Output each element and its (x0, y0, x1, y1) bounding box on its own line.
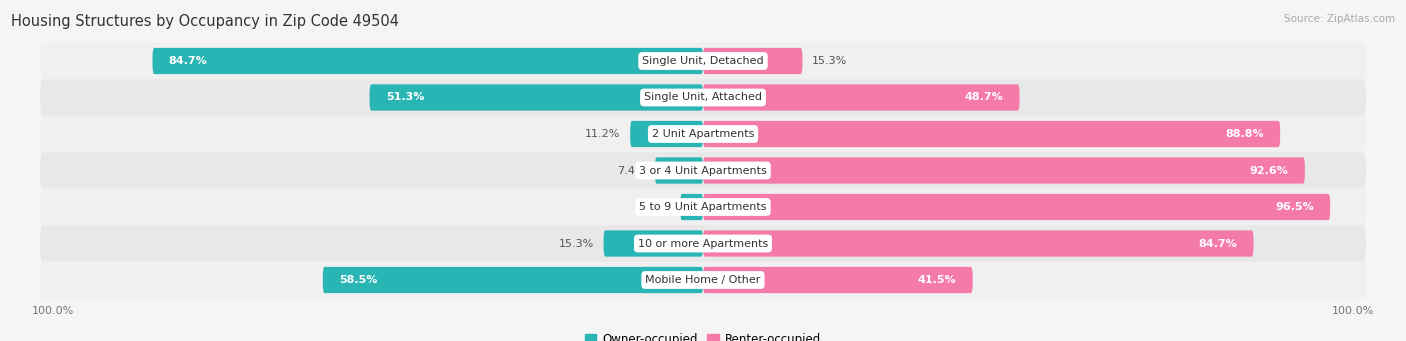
FancyBboxPatch shape (703, 121, 1279, 147)
Text: 48.7%: 48.7% (965, 92, 1004, 103)
Text: Housing Structures by Occupancy in Zip Code 49504: Housing Structures by Occupancy in Zip C… (11, 14, 399, 29)
Text: Single Unit, Attached: Single Unit, Attached (644, 92, 762, 103)
Legend: Owner-occupied, Renter-occupied: Owner-occupied, Renter-occupied (579, 329, 827, 341)
FancyBboxPatch shape (39, 152, 1367, 189)
Text: 84.7%: 84.7% (1198, 238, 1237, 249)
FancyBboxPatch shape (703, 48, 803, 74)
Text: 2 Unit Apartments: 2 Unit Apartments (652, 129, 754, 139)
FancyBboxPatch shape (39, 189, 1367, 225)
FancyBboxPatch shape (39, 262, 1367, 298)
FancyBboxPatch shape (630, 121, 703, 147)
Text: 15.3%: 15.3% (558, 238, 593, 249)
Text: 3 or 4 Unit Apartments: 3 or 4 Unit Apartments (640, 165, 766, 176)
Text: 88.8%: 88.8% (1225, 129, 1264, 139)
Text: 84.7%: 84.7% (169, 56, 208, 66)
FancyBboxPatch shape (323, 267, 703, 293)
Text: 96.5%: 96.5% (1275, 202, 1315, 212)
Text: 92.6%: 92.6% (1250, 165, 1288, 176)
Text: 5 to 9 Unit Apartments: 5 to 9 Unit Apartments (640, 202, 766, 212)
Text: 58.5%: 58.5% (339, 275, 377, 285)
Text: 3.5%: 3.5% (643, 202, 671, 212)
FancyBboxPatch shape (39, 43, 1367, 79)
FancyBboxPatch shape (703, 157, 1305, 184)
FancyBboxPatch shape (152, 48, 703, 74)
Text: 10 or more Apartments: 10 or more Apartments (638, 238, 768, 249)
FancyBboxPatch shape (703, 267, 973, 293)
FancyBboxPatch shape (39, 116, 1367, 152)
FancyBboxPatch shape (39, 225, 1367, 262)
FancyBboxPatch shape (703, 231, 1254, 257)
Text: 11.2%: 11.2% (585, 129, 620, 139)
Text: Source: ZipAtlas.com: Source: ZipAtlas.com (1284, 14, 1395, 24)
Text: 51.3%: 51.3% (385, 92, 425, 103)
FancyBboxPatch shape (655, 157, 703, 184)
Text: Mobile Home / Other: Mobile Home / Other (645, 275, 761, 285)
Text: Single Unit, Detached: Single Unit, Detached (643, 56, 763, 66)
FancyBboxPatch shape (703, 84, 1019, 110)
FancyBboxPatch shape (703, 194, 1330, 220)
Text: 7.4%: 7.4% (617, 165, 645, 176)
FancyBboxPatch shape (681, 194, 703, 220)
FancyBboxPatch shape (370, 84, 703, 110)
Text: 15.3%: 15.3% (813, 56, 848, 66)
FancyBboxPatch shape (39, 79, 1367, 116)
FancyBboxPatch shape (603, 231, 703, 257)
Text: 41.5%: 41.5% (918, 275, 956, 285)
